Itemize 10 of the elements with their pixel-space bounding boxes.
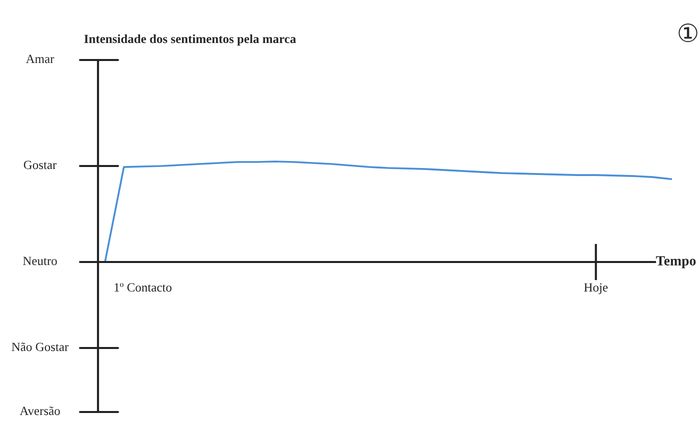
x-tick-label: 1º Contacto bbox=[114, 283, 172, 292]
text: Amar bbox=[26, 54, 54, 64]
text: Aversão bbox=[20, 406, 60, 416]
text: ① bbox=[678, 23, 698, 42]
text: Neutro bbox=[23, 256, 57, 266]
text: Não Gostar bbox=[12, 342, 69, 352]
x-tick-label: Hoje bbox=[584, 283, 608, 294]
chart-title: Intensidade dos sentimentos pela marca bbox=[84, 34, 296, 46]
text: Gostar bbox=[24, 160, 57, 170]
x-axis-title: Tempo bbox=[656, 256, 696, 268]
